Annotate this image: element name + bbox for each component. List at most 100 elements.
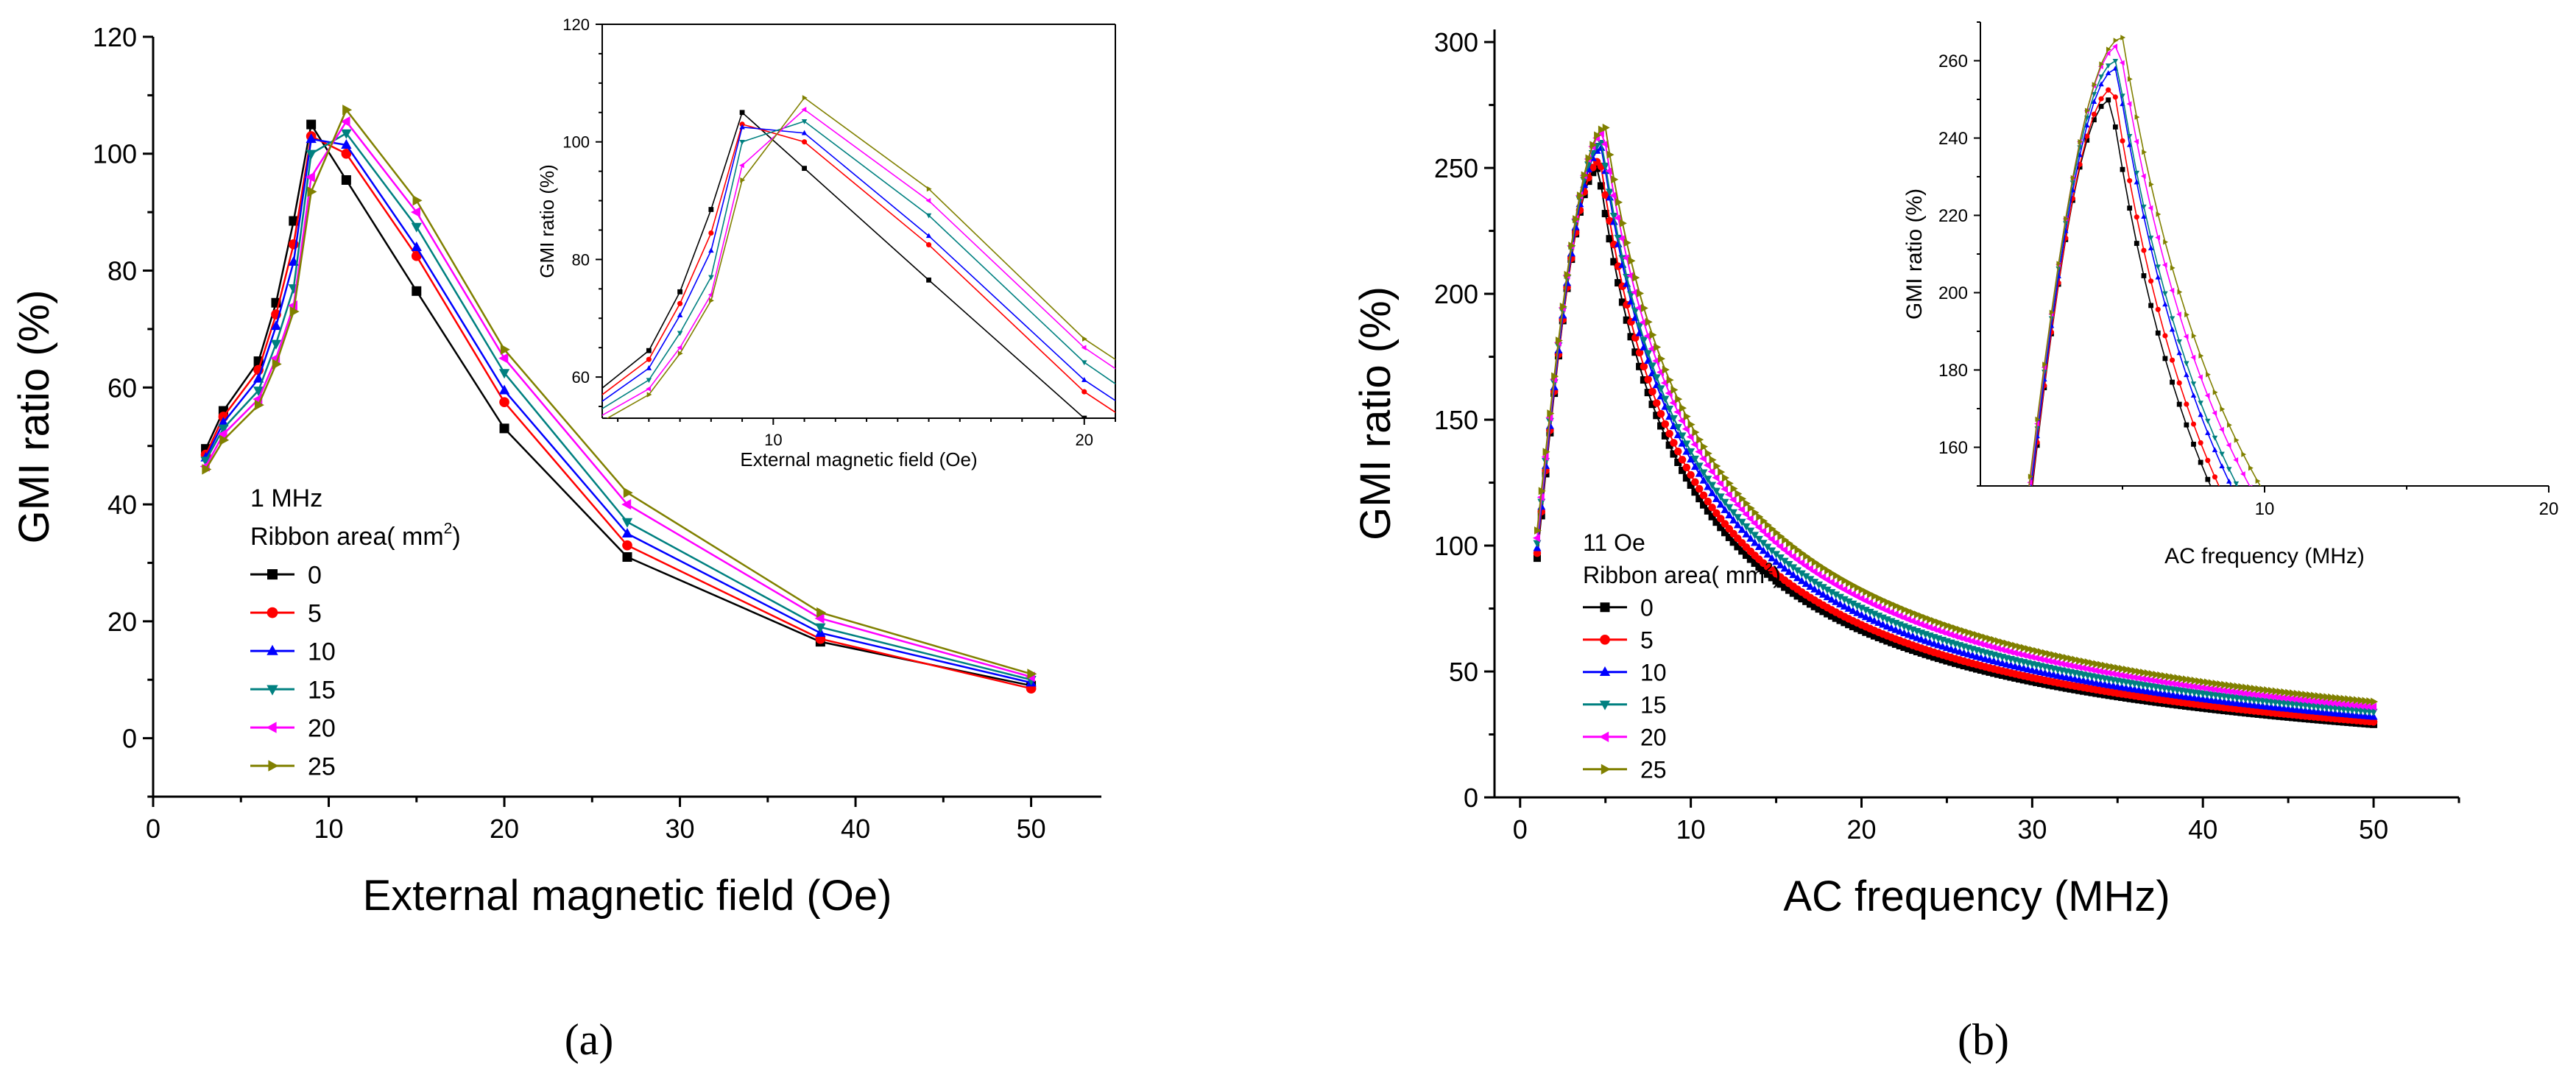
- data-point: [1823, 586, 1832, 594]
- data-point: [2461, 766, 2466, 772]
- x-tick-label: 40: [2188, 814, 2217, 845]
- data-point: [2127, 177, 2133, 183]
- data-point: [1682, 447, 1691, 455]
- data-point: [2014, 610, 2019, 615]
- data-point: [2354, 628, 2359, 633]
- data-point: [1763, 570, 1771, 578]
- data-point: [1913, 610, 1922, 619]
- data-point: [2284, 524, 2289, 529]
- data-point: [2015, 675, 2023, 683]
- data-point: [2163, 239, 2168, 245]
- x-axis-label: AC frequency (MHz): [2164, 544, 2365, 568]
- data-point: [1609, 212, 1618, 220]
- data-point: [802, 166, 807, 172]
- data-point: [1810, 602, 1818, 610]
- series-20: [2027, 43, 2530, 752]
- data-point: [2148, 278, 2154, 284]
- legend-entry: 20: [250, 714, 336, 742]
- data-point: [2335, 699, 2343, 708]
- data-point: [2418, 712, 2424, 717]
- data-point: [2432, 693, 2438, 698]
- data-point: [2404, 690, 2409, 695]
- data-point: [2382, 703, 2388, 708]
- data-point: [1645, 317, 1653, 326]
- data-point: [1780, 564, 1789, 572]
- data-point: [2349, 695, 2357, 704]
- legend-label: 5: [308, 599, 322, 627]
- data-point: [2269, 594, 2274, 599]
- data-point: [2296, 695, 2304, 704]
- data-point: [2169, 326, 2176, 332]
- data-point: [2203, 684, 2211, 693]
- data-point: [1944, 621, 1952, 630]
- data-point: [2092, 82, 2097, 88]
- data-point: [412, 195, 423, 206]
- data-point: [1768, 547, 1776, 555]
- data-point: [1618, 298, 1626, 306]
- data-point: [708, 230, 714, 236]
- data-point: [2546, 772, 2551, 778]
- data-point: [2020, 547, 2025, 552]
- data-point: [1841, 618, 1849, 627]
- series-25: [606, 95, 1115, 418]
- data-point: [2007, 673, 2015, 681]
- data-point: [1729, 538, 1737, 546]
- data-point: [1997, 645, 2005, 654]
- legend-label: 5: [1640, 627, 1654, 653]
- data-point: [2006, 680, 2011, 685]
- data-point: [2525, 798, 2530, 803]
- data-point: [1691, 478, 1699, 486]
- y-tick-label: 20: [107, 607, 137, 637]
- data-point: [1622, 253, 1630, 262]
- data-point: [1785, 567, 1793, 575]
- data-point: [1802, 597, 1810, 605]
- data-point: [1772, 551, 1781, 559]
- data-point: [2164, 678, 2172, 687]
- data-point: [2177, 289, 2183, 295]
- data-point: [2176, 339, 2182, 345]
- data-point: [2468, 744, 2473, 749]
- data-point: [1644, 356, 1653, 364]
- data-point: [1725, 533, 1733, 541]
- data-point: [2546, 798, 2551, 803]
- y-tick-label: 200: [1434, 279, 1478, 309]
- data-point: [2169, 316, 2176, 322]
- data-point: [2147, 676, 2155, 685]
- legend-entry: 20: [1583, 724, 1667, 750]
- data-point: [1759, 546, 1768, 554]
- data-point: [2162, 262, 2167, 268]
- data-point: [1695, 462, 1704, 470]
- data-point: [2411, 707, 2416, 712]
- data-point: [2333, 658, 2338, 663]
- data-point: [2353, 696, 2361, 705]
- y-tick-label: 150: [1434, 405, 1478, 435]
- data-point: [2524, 747, 2530, 752]
- data-point: [1699, 476, 1708, 484]
- data-point: [2021, 532, 2026, 537]
- data-point: [802, 95, 808, 101]
- data-point: [1742, 523, 1751, 531]
- data-point: [2503, 752, 2508, 758]
- data-point: [1772, 577, 1780, 585]
- data-point: [2070, 174, 2076, 181]
- data-point: [1777, 532, 1785, 541]
- data-point: [1993, 644, 2001, 653]
- legend-label: 10: [308, 638, 336, 666]
- series-line-25: [606, 96, 1115, 418]
- data-point: [1806, 582, 1815, 590]
- data-point: [1533, 549, 1542, 557]
- data-point: [2162, 671, 2170, 680]
- data-point: [2319, 692, 2327, 701]
- data-point: [218, 424, 229, 434]
- data-point: [2383, 638, 2388, 644]
- data-point: [1737, 518, 1746, 526]
- data-point: [2419, 668, 2424, 673]
- data-point: [1926, 652, 1934, 660]
- data-point: [2454, 724, 2459, 730]
- data-point: [1717, 523, 1725, 532]
- data-point: [2212, 447, 2218, 453]
- data-point: [1837, 574, 1845, 582]
- data-point: [2439, 698, 2444, 703]
- data-point: [2087, 665, 2095, 674]
